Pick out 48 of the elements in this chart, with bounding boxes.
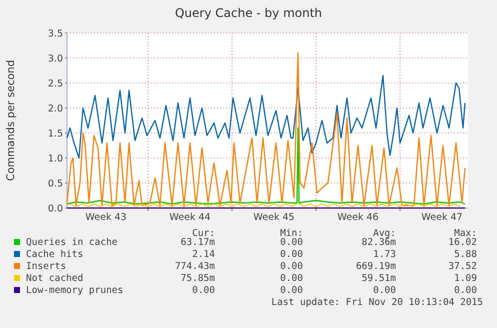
text: Cur: (192, 228, 215, 239)
line-series (66, 52, 466, 206)
chart-title: Query Cache - by month (174, 6, 322, 20)
text: 2.14 (192, 249, 216, 260)
legend-label: Queries in cache (26, 237, 118, 248)
text: 75.85m (180, 273, 216, 284)
y-tick-label: 0.0 (48, 203, 63, 214)
legend-label: Cache hits (26, 249, 84, 260)
y-tick-label: 3.5 (48, 28, 63, 40)
text: 0.00 (192, 285, 216, 296)
text: 0.00 (280, 273, 304, 284)
text: Max: (454, 228, 477, 239)
y-axis-title: Commands per second (5, 60, 17, 182)
y-tick-label: 2.0 (48, 103, 63, 114)
line-series (66, 74, 466, 159)
x-tick-label: Week 45 (253, 212, 295, 223)
y-tick-label: 0.5 (48, 178, 63, 190)
text: 5.88 (454, 249, 478, 260)
text: Avg: (373, 228, 396, 239)
text: 16.02 (448, 237, 477, 248)
x-tick-label: Week 44 (169, 212, 211, 223)
text: 0.00 (373, 285, 396, 296)
text: 0.00 (280, 285, 304, 296)
text: 37.52 (448, 261, 477, 272)
text: 0.00 (280, 237, 304, 248)
text: 669.19m (356, 261, 396, 272)
y-tick-label: 1.5 (48, 128, 63, 140)
x-tick-label: Week 43 (85, 212, 127, 223)
legend-label: Not cached (26, 273, 84, 284)
text: 1.09 (454, 273, 478, 284)
y-tick-label: 2.5 (48, 78, 63, 90)
line-series (66, 127, 466, 205)
x-tick-label: Week 47 (421, 212, 463, 223)
legend-label: Inserts (26, 261, 66, 272)
y-tick-label: 1.0 (48, 153, 63, 164)
text: Last update: Fri Nov 20 10:13:04 2015 (271, 297, 483, 308)
text: 774.43m (174, 261, 216, 272)
text: 0.00 (454, 285, 478, 296)
y-tick-label: 3.0 (48, 53, 63, 64)
text: 1.73 (373, 249, 396, 260)
text: 82.36m (362, 237, 396, 248)
text: 0.00 (280, 261, 304, 272)
x-tick-label: Week 46 (337, 212, 379, 223)
legend-label: Low-memory prunes (26, 285, 124, 296)
text: Min: (280, 228, 303, 239)
text: 63.17m (180, 237, 216, 248)
text: 59.51m (362, 273, 396, 284)
text: 0.00 (280, 249, 304, 260)
